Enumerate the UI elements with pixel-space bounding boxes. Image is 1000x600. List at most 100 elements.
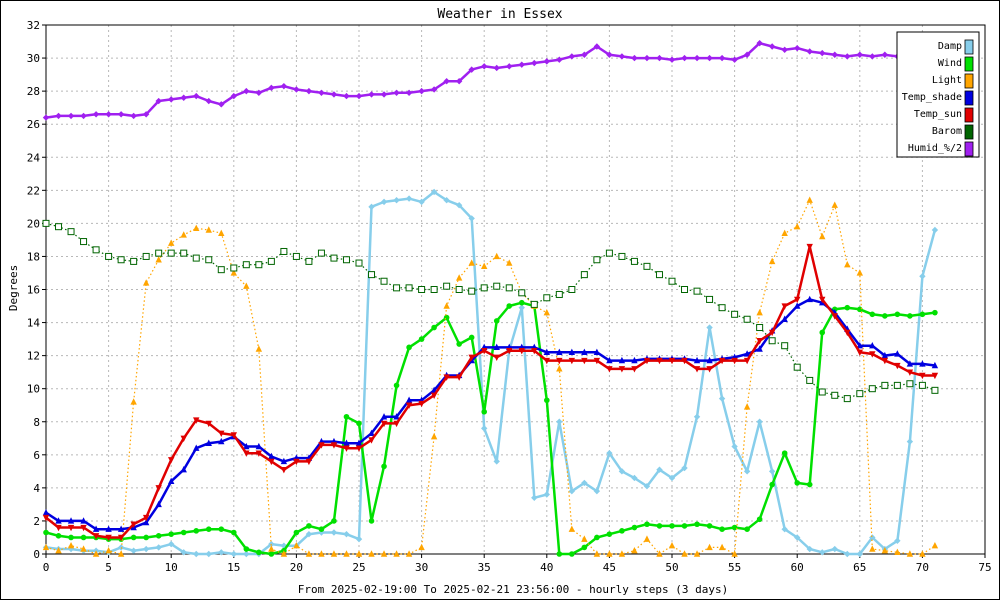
humid-2-marker — [856, 51, 863, 58]
wind-marker — [869, 311, 876, 318]
temp-sun-marker — [531, 347, 538, 355]
light-marker — [380, 550, 388, 557]
barom-marker — [806, 376, 814, 384]
temp-shade-marker — [218, 437, 225, 445]
barom-marker — [167, 249, 175, 257]
humid-2-marker — [218, 101, 225, 108]
x-tick-label: 25 — [352, 561, 365, 574]
humid-2-marker — [768, 43, 776, 50]
temp-shade-marker — [42, 508, 50, 516]
series-line-temp-shade — [45, 298, 936, 531]
damp-marker — [205, 550, 212, 558]
damp-marker — [844, 550, 851, 558]
light-marker — [393, 550, 400, 557]
barom-marker — [255, 261, 263, 269]
wind-marker — [155, 533, 162, 539]
temp-sun-marker — [468, 354, 475, 361]
humid-2-marker — [556, 56, 563, 63]
barom-marker — [655, 271, 663, 279]
barom-marker — [568, 286, 576, 293]
light-marker — [556, 365, 563, 372]
wind-marker — [256, 549, 262, 556]
damp-marker — [668, 474, 676, 482]
humid-2-marker — [280, 82, 288, 90]
temp-sun-marker — [856, 349, 863, 357]
series-damp — [42, 188, 939, 558]
barom-marker — [618, 252, 626, 260]
light-marker — [343, 550, 350, 557]
y-tick-label: 10 — [27, 383, 40, 396]
humid-2-marker — [330, 91, 338, 98]
humid-2-marker — [831, 51, 838, 58]
light-marker — [931, 542, 939, 549]
x-tick-label: 5 — [105, 561, 112, 574]
chart-title: Weather in Essex — [437, 7, 562, 22]
damp-marker — [243, 550, 250, 558]
damp-marker — [706, 324, 713, 331]
barom-marker — [668, 277, 676, 285]
humid-2-marker — [243, 87, 250, 95]
temp-shade-marker — [255, 442, 263, 450]
x-tick-label: 35 — [478, 561, 491, 574]
humid-2-marker — [794, 44, 801, 52]
light-marker — [55, 546, 62, 554]
temp-sun-marker — [380, 420, 388, 428]
light-marker — [92, 550, 100, 557]
wind-marker — [406, 344, 412, 351]
temp-sun-marker — [481, 347, 488, 355]
damp-marker — [806, 545, 813, 553]
temp-sun-marker — [606, 366, 613, 373]
damp-marker — [731, 443, 738, 450]
damp-marker — [493, 458, 500, 465]
temp-sun-marker — [305, 458, 313, 466]
wind-marker — [493, 318, 500, 324]
temp-shade-marker — [393, 413, 400, 420]
humid-2-marker — [518, 61, 525, 68]
temp-shade-marker — [919, 360, 926, 367]
light-marker — [731, 550, 738, 557]
light-marker — [781, 229, 788, 236]
barom-marker — [931, 386, 939, 394]
wind-marker — [456, 341, 462, 347]
legend-label-humid-2: Humid_%/2 — [908, 143, 962, 154]
temp-shade-marker — [92, 525, 100, 532]
humid-2-marker — [543, 58, 550, 65]
barom-marker — [192, 254, 200, 262]
legend-label-wind: Wind — [938, 58, 962, 69]
temp-sun-marker — [794, 296, 801, 304]
temp-shade-marker — [693, 356, 701, 364]
temp-shade-marker — [794, 302, 801, 309]
temp-shade-marker — [243, 442, 250, 450]
wind-marker — [331, 518, 337, 524]
temp-sun-marker — [706, 366, 713, 373]
temp-sun-marker — [42, 514, 50, 522]
damp-marker — [931, 226, 939, 234]
temp-shade-marker — [368, 429, 375, 437]
barom-marker — [455, 286, 463, 293]
humid-2-marker — [117, 111, 125, 118]
humid-2-marker — [631, 54, 638, 62]
barom-marker — [92, 246, 100, 254]
temp-sun-marker — [67, 524, 75, 532]
legend-label-light: Light — [932, 75, 962, 86]
temp-sun-marker — [493, 354, 500, 361]
temp-shade-marker — [631, 356, 638, 364]
damp-marker — [643, 483, 651, 490]
barom-marker — [580, 271, 588, 279]
barom-marker — [292, 252, 300, 260]
temp-shade-marker — [581, 348, 588, 356]
light-marker — [869, 545, 876, 552]
light-marker — [593, 550, 601, 557]
light-marker — [919, 550, 926, 557]
series-barom — [42, 219, 939, 403]
barom-marker — [355, 259, 363, 267]
light-marker — [318, 550, 325, 557]
humid-2-marker — [418, 87, 425, 95]
wind-marker — [130, 534, 137, 541]
light-marker — [180, 231, 187, 238]
light-marker — [355, 550, 363, 557]
barom-marker — [881, 381, 889, 389]
temp-sun-marker — [506, 347, 513, 355]
wind-marker — [193, 528, 200, 534]
damp-marker — [393, 197, 400, 204]
